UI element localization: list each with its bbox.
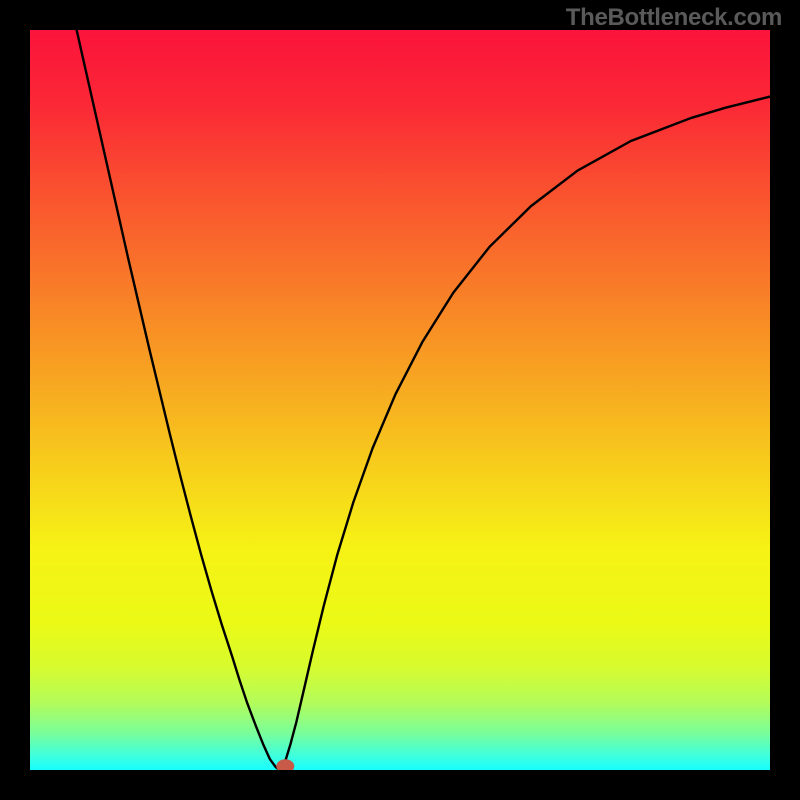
minimum-marker	[276, 759, 294, 773]
chart-container: TheBottleneck.com	[0, 0, 800, 800]
watermark-text: TheBottleneck.com	[566, 4, 782, 32]
plot-background	[30, 30, 770, 770]
bottleneck-chart	[0, 0, 800, 800]
